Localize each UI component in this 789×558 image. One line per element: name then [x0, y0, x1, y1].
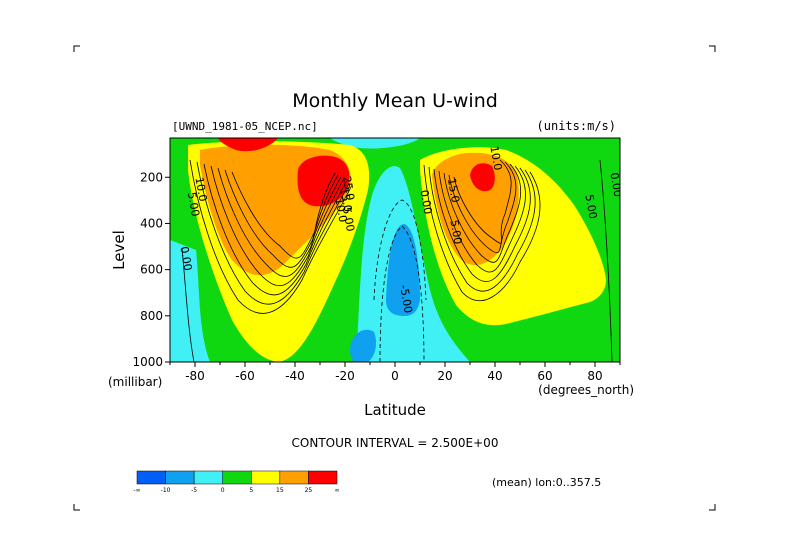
x-tick-label: -40	[285, 369, 305, 383]
y-axis: 200 400 600 800 1000	[132, 170, 170, 369]
y-tick-label: 200	[140, 170, 163, 184]
contour-line-negative	[379, 225, 425, 362]
colorbar-label: -5	[191, 487, 197, 494]
y-axis-unit: (millibar)	[108, 375, 162, 389]
contour-fill-tropical-core	[386, 224, 420, 316]
colorbar-label: 0	[221, 487, 225, 494]
colorbar-swatch	[251, 470, 281, 485]
colorbar-label: ∞	[335, 487, 340, 494]
colorbar-swatch	[136, 470, 166, 485]
contour-line-nh	[438, 165, 526, 273]
contour-label: 0.00	[607, 172, 624, 198]
x-axis: -80 -60 -40 -20 0 20 40 60 80	[169, 362, 621, 383]
contour-label: -5.00	[397, 284, 415, 314]
contour-fill-nh-orange	[432, 152, 519, 266]
plot-area: 10.05.000.0025.015.010.05.000.00-5.0010.…	[170, 138, 624, 362]
x-axis-unit: (degrees_north)	[538, 383, 634, 397]
contour-label: 5.00	[340, 206, 357, 232]
contour-fill-sh-jet-core	[297, 155, 350, 207]
crop-mark-top-left	[73, 45, 80, 52]
contour-line-nh	[428, 166, 536, 292]
contour-line-arctic	[599, 159, 613, 362]
x-tick-label: -80	[185, 369, 205, 383]
x-tick-label: 0	[391, 369, 399, 383]
contour-label: 10.0	[332, 197, 349, 223]
contour-line-sh	[217, 167, 342, 277]
colorbar-swatch	[165, 470, 195, 485]
contour-line-antarctic	[181, 247, 195, 362]
contour-label: 0.00	[417, 189, 434, 215]
crop-mark-top-right	[709, 45, 716, 52]
contour-line-sh	[210, 165, 344, 286]
contour-line-sh	[189, 159, 353, 314]
mean-note: (mean) lon:0..357.5	[492, 476, 601, 489]
contour-lines	[181, 159, 613, 362]
colorbar-swatch	[279, 470, 309, 485]
colorbar-label: 5	[249, 487, 253, 494]
x-tick-label: -60	[235, 369, 255, 383]
contour-line-nh	[433, 167, 531, 282]
contour-label: 10.0	[192, 176, 209, 202]
chart-subtitle-file: [UWND_1981-05_NCEP.nc]	[172, 120, 318, 133]
colorbar-label: -10	[161, 487, 171, 494]
contour-fill-nh-jet-core	[470, 163, 495, 192]
x-axis-label: Latitude	[364, 401, 426, 419]
y-tick-label: 1000	[132, 355, 163, 369]
chart-subtitle-units: (units:m/s)	[537, 119, 616, 133]
colorbar-label: 25	[305, 487, 313, 494]
x-tick-label: 80	[587, 369, 602, 383]
contour-label: 0.00	[177, 245, 194, 271]
contour-label: 15.0	[445, 177, 462, 203]
contour-label: 25.0	[340, 175, 357, 201]
y-axis-label: Level	[110, 230, 128, 270]
crop-marks	[73, 45, 716, 511]
contour-label: 15.0	[337, 187, 354, 213]
contour-fill-antarctic-easterlies	[170, 240, 210, 362]
contour-line-nh	[423, 164, 541, 302]
x-tick-label: 60	[537, 369, 552, 383]
crop-mark-bottom-left	[73, 504, 80, 511]
y-tick-label: 400	[140, 216, 163, 230]
colorbar-swatch	[193, 470, 223, 485]
contour-label: 5.00	[447, 219, 464, 245]
contour-interval-text: CONTOUR INTERVAL = 2.500E+00	[292, 436, 499, 450]
x-tick-label: 20	[437, 369, 452, 383]
contour-line-negative	[373, 199, 427, 301]
contour-line-sh	[203, 163, 347, 296]
filled-contours	[170, 138, 606, 362]
contour-labels: 10.05.000.0025.015.010.05.000.00-5.0010.…	[177, 145, 624, 314]
x-tick-label: 40	[487, 369, 502, 383]
chart-title: Monthly Mean U-wind	[292, 90, 498, 112]
contour-fill-top-easterlies	[330, 138, 420, 149]
y-tick-label: 600	[140, 263, 163, 277]
x-tick-label: -20	[335, 369, 355, 383]
contour-line-nh	[443, 163, 522, 263]
contour-fill-tropical-low	[350, 329, 376, 362]
contour-line-sh	[231, 171, 336, 259]
colorbar: -∞ -10 -5 0 5 15 25 ∞	[133, 470, 340, 494]
colorbar-swatch	[222, 470, 252, 485]
colorbar-label: -∞	[133, 487, 140, 494]
contour-fill-polar-jet	[218, 138, 278, 152]
contour-label: 10.0	[487, 145, 504, 171]
colorbar-label: 15	[276, 487, 284, 494]
contour-label: 5.00	[582, 193, 599, 219]
crop-mark-bottom-right	[709, 504, 716, 511]
contour-label: 5.00	[185, 191, 202, 217]
contour-line-sh	[224, 169, 339, 268]
contour-line-sh	[196, 161, 350, 305]
contour-line-nh	[448, 161, 517, 254]
colorbar-swatch	[308, 470, 338, 485]
contour-line-nh	[453, 159, 512, 244]
y-tick-label: 800	[140, 309, 163, 323]
